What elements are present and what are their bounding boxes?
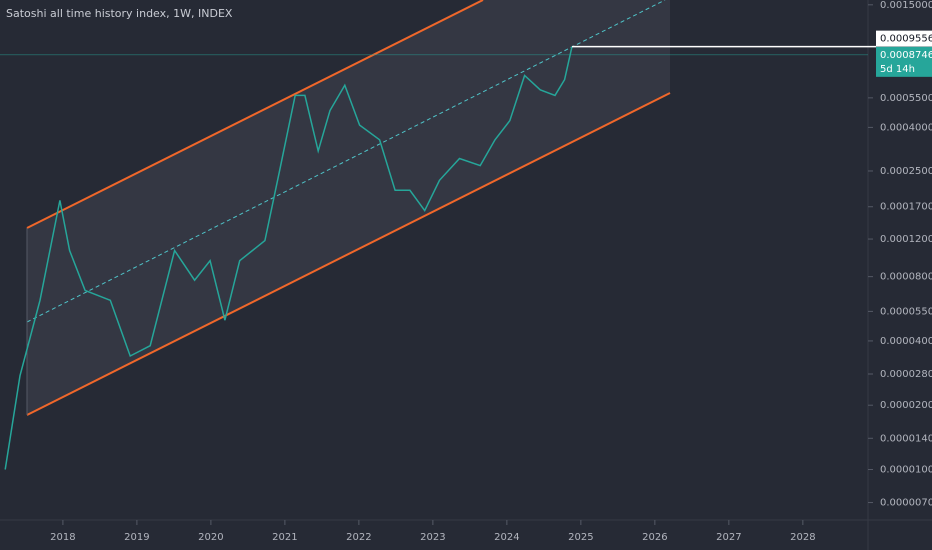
high-label: 0.00095562 — [880, 34, 932, 45]
price-line — [4, 46, 573, 470]
x-tick-label: 2025 — [568, 532, 593, 543]
x-tick-label: 2022 — [346, 532, 371, 543]
x-tick-label: 2028 — [790, 532, 815, 543]
x-tick-label: 2019 — [124, 532, 149, 543]
y-tick-label: 0.00000700 — [880, 498, 932, 509]
x-tick-label: 2020 — [198, 532, 223, 543]
channel-fill — [27, 0, 670, 415]
channel-mid — [26, 0, 666, 323]
chart-title: Satoshi all time history index, 1W, INDE… — [6, 7, 233, 20]
channel-lower — [26, 92, 671, 416]
countdown: 5d 14h — [880, 64, 915, 75]
x-tick-label: 2026 — [642, 532, 667, 543]
x-tick-label: 2024 — [494, 532, 519, 543]
x-tick-label: 2018 — [50, 532, 75, 543]
channel-upper — [26, 0, 484, 229]
x-tick-label: 2021 — [272, 532, 297, 543]
x-tick-label: 2023 — [420, 532, 445, 543]
last-price-box — [876, 46, 932, 77]
last-price-label: 0.00087464 — [880, 50, 932, 61]
high-label-box — [876, 30, 932, 47]
x-tick-label: 2027 — [716, 532, 741, 543]
